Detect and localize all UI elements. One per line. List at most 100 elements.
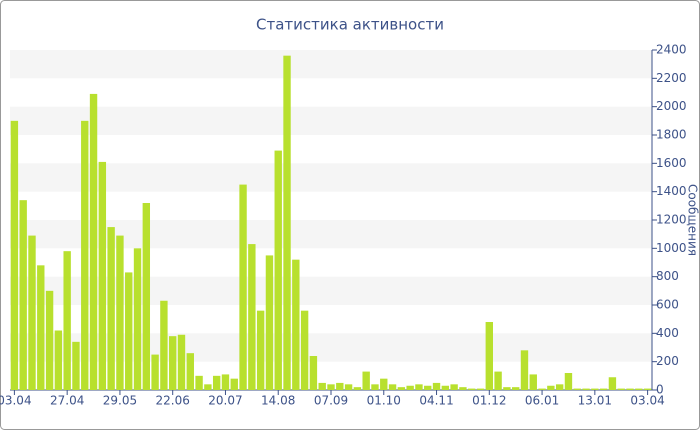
bar: [608, 377, 617, 390]
bar: [239, 184, 247, 390]
bar: [72, 341, 80, 390]
y-tick-label: 1000: [656, 241, 687, 255]
bar: [169, 336, 177, 390]
grid-band: [10, 333, 652, 362]
bar: [564, 373, 573, 390]
y-tick-label: 2400: [656, 43, 687, 57]
y-tick-label: 1200: [656, 213, 687, 227]
bar: [54, 330, 63, 390]
bar: [98, 161, 107, 390]
x-tick-label: 07.09: [314, 394, 348, 408]
bar: [450, 384, 458, 390]
bar: [265, 255, 274, 390]
bar: [643, 388, 652, 390]
bar: [617, 388, 625, 390]
x-tick-label: 01.10: [367, 394, 401, 408]
bar: [573, 388, 581, 390]
bar: [28, 235, 36, 390]
bar: [555, 384, 564, 390]
bar: [511, 387, 520, 390]
y-tick-label: 2000: [656, 99, 687, 113]
bar: [468, 388, 476, 390]
bar: [81, 120, 89, 390]
bar: [10, 120, 19, 390]
y-tick-label: 200: [656, 354, 679, 368]
bar: [529, 374, 537, 390]
bar: [503, 387, 511, 390]
y-tick-label: 400: [656, 326, 679, 340]
chart-title: Статистика активности: [256, 16, 444, 34]
y-tick-label: 800: [656, 269, 679, 283]
y-axis-label: Сообщения: [686, 184, 700, 256]
y-tick-label: 2200: [656, 71, 687, 85]
bar: [494, 371, 502, 390]
bar: [248, 244, 256, 390]
bar: [626, 388, 634, 390]
bar: [406, 385, 414, 390]
bar: [300, 310, 309, 390]
bar: [476, 388, 485, 390]
bar: [142, 203, 151, 390]
bar: [459, 387, 467, 390]
bar: [388, 384, 397, 390]
bar: [45, 290, 54, 390]
bar: [380, 378, 388, 390]
bar: [485, 322, 493, 390]
bar: [274, 150, 282, 390]
bar: [212, 375, 221, 390]
bar: [318, 382, 326, 390]
bar: [353, 387, 362, 390]
bar: [283, 55, 291, 391]
grid-band: [10, 106, 652, 135]
bar: [424, 385, 432, 390]
bar: [63, 251, 71, 390]
bar: [397, 387, 406, 390]
y-tick-label: 1800: [656, 128, 687, 142]
bar: [107, 227, 115, 390]
bar: [195, 375, 203, 390]
bar: [362, 371, 370, 390]
x-tick-label: 22.06: [156, 394, 190, 408]
bar: [204, 384, 212, 390]
bar: [133, 248, 142, 390]
x-tick-label: 01.12: [472, 394, 506, 408]
y-tick-label: 600: [656, 298, 679, 312]
bar: [19, 200, 27, 390]
bar: [116, 235, 124, 390]
x-tick-label: 14.08: [261, 394, 295, 408]
bar: [177, 334, 186, 390]
bar: [582, 388, 590, 390]
bar: [309, 356, 318, 390]
bar: [256, 310, 265, 390]
x-tick-label: 06.01: [525, 394, 559, 408]
x-tick-label: 20.07: [208, 394, 242, 408]
bar: [547, 385, 555, 390]
bar: [89, 93, 98, 391]
bar: [520, 350, 529, 390]
x-tick-label: 29.05: [103, 394, 137, 408]
bar: [160, 300, 168, 390]
x-tick-label: 03.04: [630, 394, 664, 408]
grid-band: [10, 50, 652, 79]
bar: [151, 354, 159, 390]
y-tick-label: 1400: [656, 184, 687, 198]
bar: [599, 388, 608, 390]
bar: [221, 374, 230, 390]
y-tick-label: 1600: [656, 156, 687, 170]
bar: [635, 388, 643, 390]
x-tick-label: 27.04: [50, 394, 84, 408]
x-tick-label: 03.04: [0, 394, 32, 408]
grid-band: [10, 276, 652, 305]
bar: [415, 384, 423, 390]
y-tick-label: 0: [656, 383, 664, 397]
bar: [441, 385, 450, 390]
grid-band: [10, 220, 652, 249]
x-tick-label: 13.01: [578, 394, 612, 408]
bar: [230, 378, 238, 390]
bar: [186, 353, 194, 390]
bar: [344, 384, 353, 390]
bar: [327, 384, 335, 390]
x-tick-label: 04.11: [419, 394, 453, 408]
bar: [538, 388, 546, 390]
